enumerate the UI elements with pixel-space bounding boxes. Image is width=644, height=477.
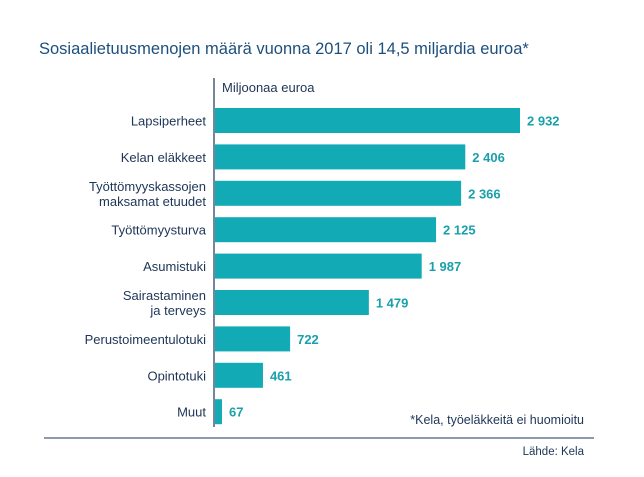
unit-label: Miljoonaa euroa <box>222 80 315 95</box>
footnote: *Kela, työeläkkeitä ei huomioitu <box>410 413 584 427</box>
category-label-9: Muut <box>177 405 206 420</box>
chart-title: Sosiaalietuusmenojen määrä vuonna 2017 o… <box>39 40 529 58</box>
value-label-8: 461 <box>270 368 292 383</box>
category-label-2: Kelan eläkkeet <box>121 150 207 165</box>
value-label-3: 2 366 <box>468 186 501 201</box>
bar-7 <box>215 326 291 352</box>
value-label-2: 2 406 <box>472 150 505 165</box>
bar-2 <box>215 144 466 170</box>
value-label-7: 722 <box>297 332 319 347</box>
bars-group: 2 932 Lapsiperheet 2 406 Kelan eläkkeet 2 36… <box>85 108 560 425</box>
source-label: Lähde: Kela <box>523 446 585 458</box>
category-label-1: Lapsiperheet <box>131 114 207 129</box>
value-label-9: 67 <box>229 405 243 420</box>
value-label-6: 1 479 <box>376 296 409 311</box>
category-label-8: Opintotuki <box>147 368 206 383</box>
category-label-3: Työttömyyskassojen maksamat etuudet <box>89 179 206 209</box>
category-label-6: Sairastaminen ja terveys <box>123 288 207 318</box>
value-label-5: 1 987 <box>429 259 462 274</box>
bar-8 <box>215 362 263 388</box>
category-label-4: Työttömyysturva <box>111 223 206 238</box>
value-label-1: 2 932 <box>527 114 560 129</box>
bar-6 <box>215 290 369 315</box>
category-label-5: Asumistuki <box>143 259 206 274</box>
bar-1 <box>215 108 520 133</box>
bar-3 <box>215 180 462 206</box>
bar-5 <box>215 253 422 279</box>
value-label-4: 2 125 <box>443 223 476 238</box>
bar-9 <box>215 399 222 425</box>
bar-4 <box>215 217 437 243</box>
category-label-7: Perustoimeentulotuki <box>85 332 207 347</box>
